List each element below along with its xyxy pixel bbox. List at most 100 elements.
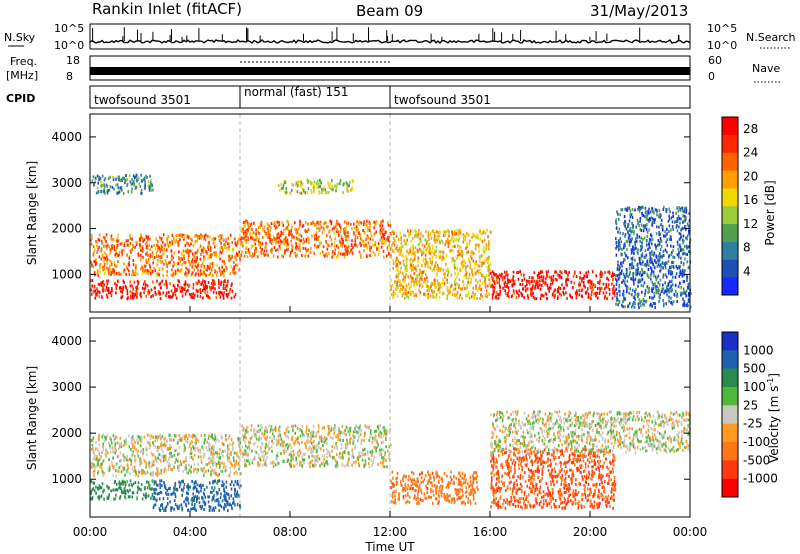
power-echo-cell [650, 277, 652, 281]
power-echo-cell [390, 278, 392, 282]
power-echo-cell [686, 222, 689, 226]
velocity-echo-cell [181, 437, 184, 441]
power-echo-cell [628, 234, 631, 237]
power-echo-cell [435, 255, 437, 259]
power-echo-cell [395, 261, 397, 265]
power-echo-cell [339, 252, 342, 256]
power-echo-cell [430, 284, 432, 288]
power-echo-cell [464, 264, 467, 268]
power-echo-cell [271, 247, 273, 251]
power-echo-cell [198, 234, 201, 238]
power-echo-cell [419, 276, 422, 280]
power-echo-cell [261, 242, 264, 246]
power-echo-cell [283, 190, 286, 194]
power-echo-cell [93, 250, 95, 254]
power-echo-cell [285, 227, 287, 231]
power-echo-cell [113, 245, 115, 249]
velocity-echo-cell [155, 467, 158, 470]
velocity-echo-cell [162, 443, 164, 447]
power-echo-cell [148, 261, 150, 265]
velocity-echo-cell [206, 463, 208, 467]
power-echo-cell [542, 277, 544, 281]
power-echo-cell [665, 208, 667, 212]
power-echo-cell [356, 220, 358, 224]
power-echo-cell [356, 228, 358, 232]
power-echo-cell [651, 304, 653, 308]
power-echo-cell [178, 256, 180, 260]
power-echo-cell [682, 234, 685, 238]
power-echo-cell [575, 275, 578, 278]
power-echo-cell [105, 189, 108, 193]
power-echo-cell [227, 242, 229, 246]
power-echo-cell [195, 258, 198, 262]
power-echo-cell [166, 240, 168, 244]
power-echo-cell [169, 282, 171, 286]
power-echo-cell [501, 276, 504, 280]
velocity-echo-cell [139, 444, 142, 447]
power-echo-cell [456, 275, 458, 279]
velocity-echo-cell [98, 484, 101, 488]
power-echo-cell [406, 238, 409, 242]
power-echo-cell [196, 249, 199, 253]
power-echo-cell [666, 227, 668, 231]
power-echo-cell [389, 247, 392, 251]
power-echo-cell [652, 301, 655, 305]
power-echo-cell [360, 255, 362, 259]
power-echo-cell [660, 239, 663, 243]
power-echo-cell [458, 283, 460, 287]
power-echo-cell [478, 264, 481, 268]
power-echo-cell [185, 289, 188, 293]
power-echo-cell [556, 297, 559, 300]
power-echo-cell [659, 232, 661, 236]
power-echo-cell [410, 239, 413, 243]
velocity-echo-cell [166, 488, 169, 492]
power-echo-cell [219, 246, 221, 250]
power-echo-cell [159, 250, 161, 254]
power-echo-cell [678, 281, 681, 285]
power-echo-cell [653, 291, 656, 295]
power-echo-cell [148, 188, 151, 192]
power-echo-cell [641, 213, 644, 217]
power-echo-cell [398, 249, 401, 253]
velocity-echo-cell [211, 491, 213, 494]
power-echo-cell [129, 233, 131, 237]
power-echo-cell [188, 244, 191, 248]
velocity-echo-cell [201, 445, 203, 449]
power-echo-cell [677, 217, 679, 221]
velocity-echo-cell [160, 504, 162, 508]
power-echo-cell [302, 189, 305, 192]
velocity-echo-cell [178, 446, 181, 449]
power-echo-cell [661, 255, 664, 259]
velocity-echo-cell [206, 440, 209, 444]
power-echo-cell [453, 265, 456, 269]
power-echo-cell [605, 291, 608, 295]
power-echo-cell [194, 264, 197, 268]
power-echo-cell [203, 258, 205, 262]
power-echo-cell [579, 271, 582, 275]
velocity-echo-cell [111, 447, 114, 451]
power-echo-cell [456, 266, 459, 270]
velocity-echo-cell [145, 446, 147, 450]
velocity-echo-cell [137, 474, 140, 478]
velocity-echo-cell [166, 497, 169, 500]
power-echo-cell [441, 258, 443, 262]
velocity-echo-cell [220, 436, 223, 440]
power-echo-cell [663, 205, 665, 209]
power-echo-cell [682, 268, 684, 272]
power-echo-cell [189, 293, 191, 296]
velocity-echo-cell [209, 443, 211, 447]
power-echo-cell [637, 207, 639, 211]
power-echo-cell [188, 254, 190, 258]
power-echo-cell [479, 255, 481, 259]
power-echo-cell [648, 228, 650, 232]
velocity-echo-cell [224, 503, 226, 506]
velocity-echo-cell [114, 444, 117, 447]
power-echo-cell [160, 260, 163, 264]
power-echo-cell [110, 273, 112, 276]
power-echo-cell [103, 268, 106, 272]
power-echo-cell [313, 190, 315, 194]
power-echo-cell [402, 292, 405, 296]
power-echo-cell [343, 252, 345, 256]
